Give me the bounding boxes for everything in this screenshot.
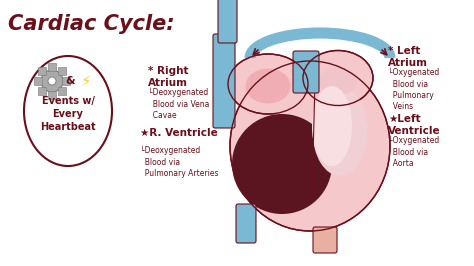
Circle shape bbox=[41, 70, 63, 92]
Ellipse shape bbox=[319, 67, 357, 95]
Ellipse shape bbox=[228, 54, 308, 114]
Text: Cardiac Cycle:: Cardiac Cycle: bbox=[8, 14, 174, 34]
Text: &: & bbox=[65, 76, 75, 86]
Text: Events w/
Every
Heartbeat: Events w/ Every Heartbeat bbox=[40, 96, 96, 132]
Text: * Left
Atrium: * Left Atrium bbox=[388, 46, 428, 68]
Ellipse shape bbox=[246, 69, 291, 103]
FancyBboxPatch shape bbox=[293, 51, 319, 93]
Text: └Oxygenated
  Blood via
  Pulmonary
  Veins: └Oxygenated Blood via Pulmonary Veins bbox=[388, 68, 439, 111]
Bar bbox=[48, 91, 56, 99]
Ellipse shape bbox=[312, 86, 367, 176]
Ellipse shape bbox=[230, 61, 390, 231]
Text: ★Left
Ventricle: ★Left Ventricle bbox=[388, 114, 441, 136]
Text: ★R. Ventricle: ★R. Ventricle bbox=[140, 128, 218, 138]
Bar bbox=[34, 77, 42, 85]
Bar bbox=[62, 77, 70, 85]
Ellipse shape bbox=[303, 51, 373, 106]
Ellipse shape bbox=[232, 114, 332, 214]
Ellipse shape bbox=[24, 56, 112, 166]
FancyBboxPatch shape bbox=[313, 227, 337, 253]
Text: * Right
Atrium: * Right Atrium bbox=[148, 66, 189, 88]
Circle shape bbox=[48, 77, 56, 85]
Bar bbox=[58, 87, 66, 95]
Text: ⚡: ⚡ bbox=[81, 73, 91, 89]
Ellipse shape bbox=[257, 78, 347, 118]
Bar bbox=[58, 67, 66, 75]
Ellipse shape bbox=[312, 86, 352, 166]
Bar bbox=[38, 67, 46, 75]
Bar bbox=[48, 63, 56, 71]
Text: └Deoxygenated
  Blood via Vena
  Cavae: └Deoxygenated Blood via Vena Cavae bbox=[148, 88, 210, 120]
FancyBboxPatch shape bbox=[236, 204, 256, 243]
Text: └Oxygenated
  Blood via
  Aorta: └Oxygenated Blood via Aorta bbox=[388, 136, 439, 168]
Text: └Deoxygenated
  Blood via
  Pulmonary Arteries: └Deoxygenated Blood via Pulmonary Arteri… bbox=[140, 146, 219, 178]
FancyBboxPatch shape bbox=[213, 34, 235, 128]
Bar bbox=[38, 87, 46, 95]
FancyBboxPatch shape bbox=[218, 0, 237, 43]
